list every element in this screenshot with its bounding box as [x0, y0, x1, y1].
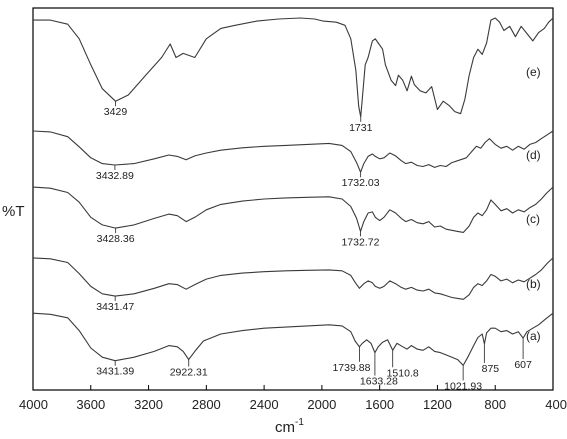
spectrum-curve-e: [33, 17, 554, 118]
spectrum-curve-b: [32, 257, 554, 300]
x-tick-label-2400: 2400: [250, 397, 279, 412]
peak-label-3431-47: 3431.47: [96, 301, 134, 313]
x-axis-unit-exponent: -1: [295, 417, 304, 428]
peak-label-1510-8: 1510.8: [387, 367, 419, 379]
series-label-e: (e): [526, 65, 541, 79]
spectrum-curve-c: [32, 186, 554, 233]
x-tick-label-3200: 3200: [134, 397, 163, 412]
peak-label-1732-03: 1732.03: [342, 177, 380, 189]
peak-label-3428-36: 3428.36: [97, 233, 135, 245]
series-label-d: (d): [526, 148, 541, 162]
peak-annotations: 3429 1731 3432.89 1732.03 3428.36 1732.72 3431…: [96, 101, 532, 392]
x-tick-label-1600: 1600: [365, 397, 394, 412]
spectrum-curve-d: [32, 130, 554, 173]
peak-label-1633-28: 1633.28: [360, 376, 398, 388]
x-tick-label-800: 800: [484, 397, 506, 412]
series-labels: (e) (d) (c) (b) (a): [526, 65, 541, 343]
x-tick-label-1200: 1200: [423, 397, 452, 412]
x-tick-label-4000: 4000: [19, 397, 48, 412]
peak-label-1731: 1731: [349, 122, 373, 134]
series-label-c: (c): [526, 212, 540, 226]
x-tick-label-400: 400: [545, 397, 567, 412]
peak-label-3432-89: 3432.89: [96, 170, 134, 182]
x-axis-title: cm-1: [275, 417, 304, 436]
spectra-curves: [32, 17, 554, 366]
peak-label-607: 607: [514, 359, 532, 371]
x-axis-unit: cm: [275, 419, 295, 436]
peak-label-3429: 3429: [104, 106, 128, 118]
y-axis-title: %T: [2, 203, 25, 220]
series-label-b: (b): [526, 277, 541, 291]
series-label-a: (a): [526, 329, 541, 343]
peak-label-1021-93: 1021.93: [444, 380, 482, 392]
x-tick-label-2800: 2800: [192, 397, 221, 412]
x-axis-ticks: 4000 3600 3200 2800 2400 2000 1600 1200 800 400: [19, 385, 567, 412]
peak-label-1739-88: 1739.88: [332, 362, 370, 374]
peak-label-2922-31: 2922.31: [170, 367, 208, 379]
x-tick-label-2000: 2000: [307, 397, 336, 412]
plot-frame: [32, 7, 554, 391]
peak-label-3431-39: 3431.39: [96, 366, 134, 378]
x-tick-label-3600: 3600: [76, 397, 105, 412]
peak-label-875: 875: [482, 363, 500, 375]
peak-label-1732-72: 1732.72: [341, 236, 379, 248]
spectrum-curve-a: [32, 312, 554, 366]
